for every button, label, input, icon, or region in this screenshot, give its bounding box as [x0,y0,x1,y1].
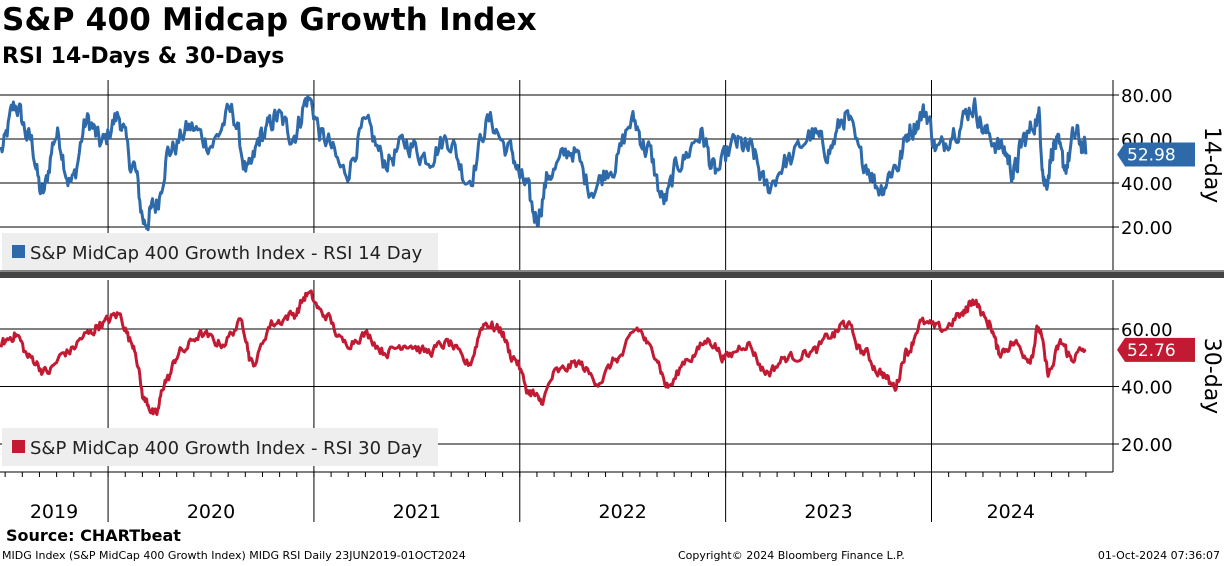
y-tick-label: 20.00 [1121,218,1173,239]
legend-swatch [12,245,25,258]
footer-ticker-info: MIDG Index (S&P MidCap 400 Growth Index)… [2,549,466,562]
series-line-rsi-14 [0,94,1088,232]
legend-box [2,233,438,271]
y-tick-label: 40.00 [1121,174,1173,195]
legend-label: S&P MidCap 400 Growth Index - RSI 30 Day [30,438,423,459]
x-year-label: 2024 [987,501,1035,523]
y-tick-label: 40.00 [1121,378,1173,399]
series-line-rsi-30 [0,289,1087,416]
x-year-label: 2020 [187,501,235,523]
last-value-badge [1117,142,1195,167]
last-value-badge [1117,337,1195,362]
legend-swatch [12,440,25,453]
x-year-label: 2022 [599,501,647,523]
y-tick-label: 20.00 [1121,435,1173,456]
chart-subtitle: RSI 14-Days & 30-Days [2,44,285,69]
panel-label-14-day: 14-day [1199,127,1224,203]
last-value-label: 52.76 [1127,341,1176,361]
x-year-label: 2019 [30,501,78,523]
y-tick-label: 80.00 [1121,86,1173,107]
last-value-label: 52.98 [1127,145,1176,165]
legend-label: S&P MidCap 400 Growth Index - RSI 14 Day [30,243,423,264]
y-tick-label: 60.00 [1121,320,1173,341]
footer-timestamp: 01-Oct-2024 07:36:07 [1097,549,1220,562]
x-year-label: 2023 [804,501,852,523]
x-year-label: 2021 [393,501,441,523]
source-label: Source: CHARTbeat [6,526,181,545]
legend-box [2,428,438,466]
chart-title: S&P 400 Midcap Growth Index [2,2,537,38]
footer-copyright: Copyright© 2024 Bloomberg Finance L.P. [678,549,905,562]
panel-divider [0,272,1224,278]
panel-label-30-day: 30-day [1199,338,1224,414]
